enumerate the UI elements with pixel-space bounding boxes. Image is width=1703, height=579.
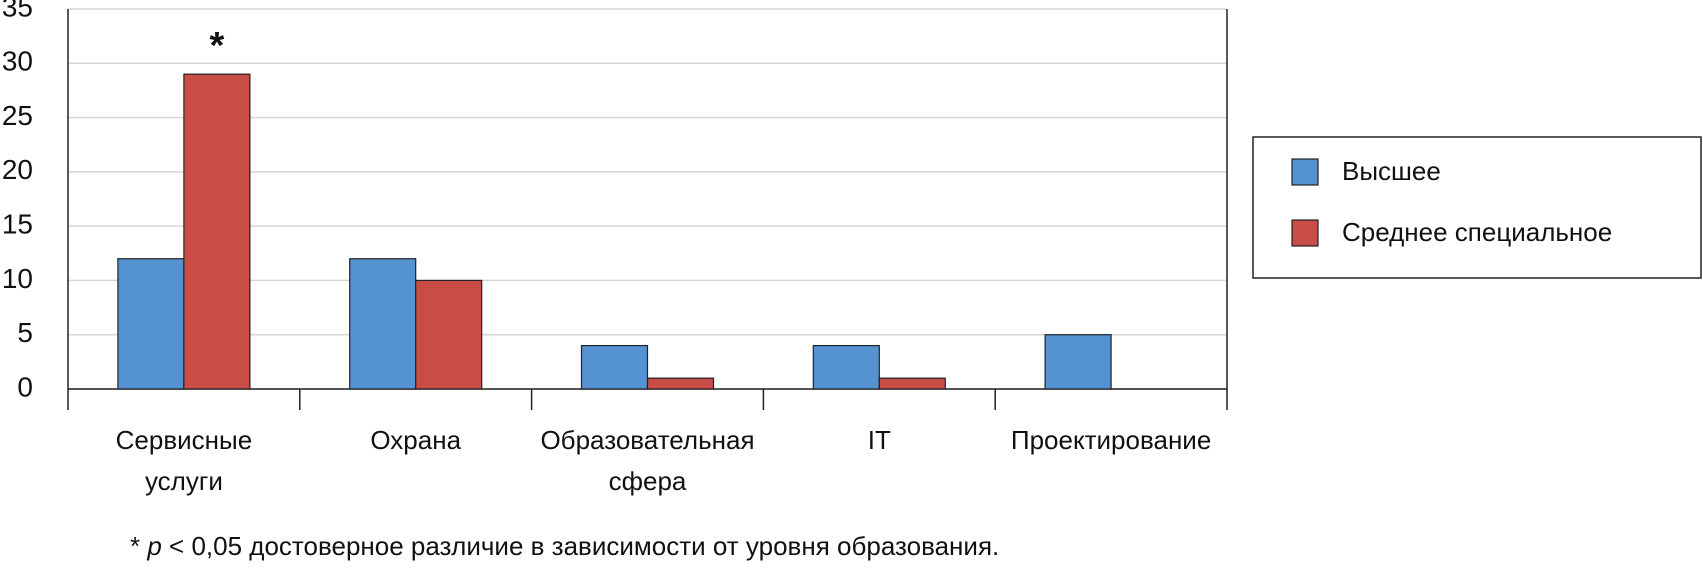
bar (812, 344, 880, 390)
bar (1044, 334, 1112, 390)
y-tick-label: 35 (2, 0, 33, 22)
y-tick-label: 15 (2, 209, 33, 240)
x-tick-label: Охрана (370, 425, 461, 455)
x-tick-label: Проектирование (1011, 425, 1211, 455)
legend-swatch (1291, 158, 1319, 186)
x-tick-label: IT (868, 425, 891, 455)
y-tick-label: 25 (2, 100, 33, 131)
legend-swatch (1291, 219, 1319, 247)
bar (415, 279, 483, 390)
x-tick-label: Сервисные услуги (116, 425, 253, 496)
footnote-part: < 0,05 достоверное различие в зависимост… (162, 531, 999, 561)
bar (117, 258, 185, 390)
y-tick-label: 10 (2, 263, 33, 294)
legend-box (1252, 136, 1702, 279)
y-tick-label: 0 (17, 371, 33, 402)
legend-label: Высшее (1342, 156, 1441, 186)
bar (349, 258, 417, 390)
bar (580, 344, 649, 390)
y-tick-label: 30 (2, 46, 33, 77)
footnote: * p < 0,05 достоверное различие в зависи… (130, 531, 999, 561)
annotation: * (210, 25, 225, 67)
y-tick-label: 20 (2, 154, 33, 185)
footnote-part: p (146, 531, 161, 561)
bar (183, 73, 251, 390)
bar (646, 377, 715, 390)
bar (878, 377, 946, 390)
footnote-part: * (130, 531, 147, 561)
y-tick-label: 5 (17, 317, 33, 348)
x-tick-label: Образовательная сфера (540, 425, 754, 496)
legend-label: Среднее специальное (1342, 217, 1612, 247)
